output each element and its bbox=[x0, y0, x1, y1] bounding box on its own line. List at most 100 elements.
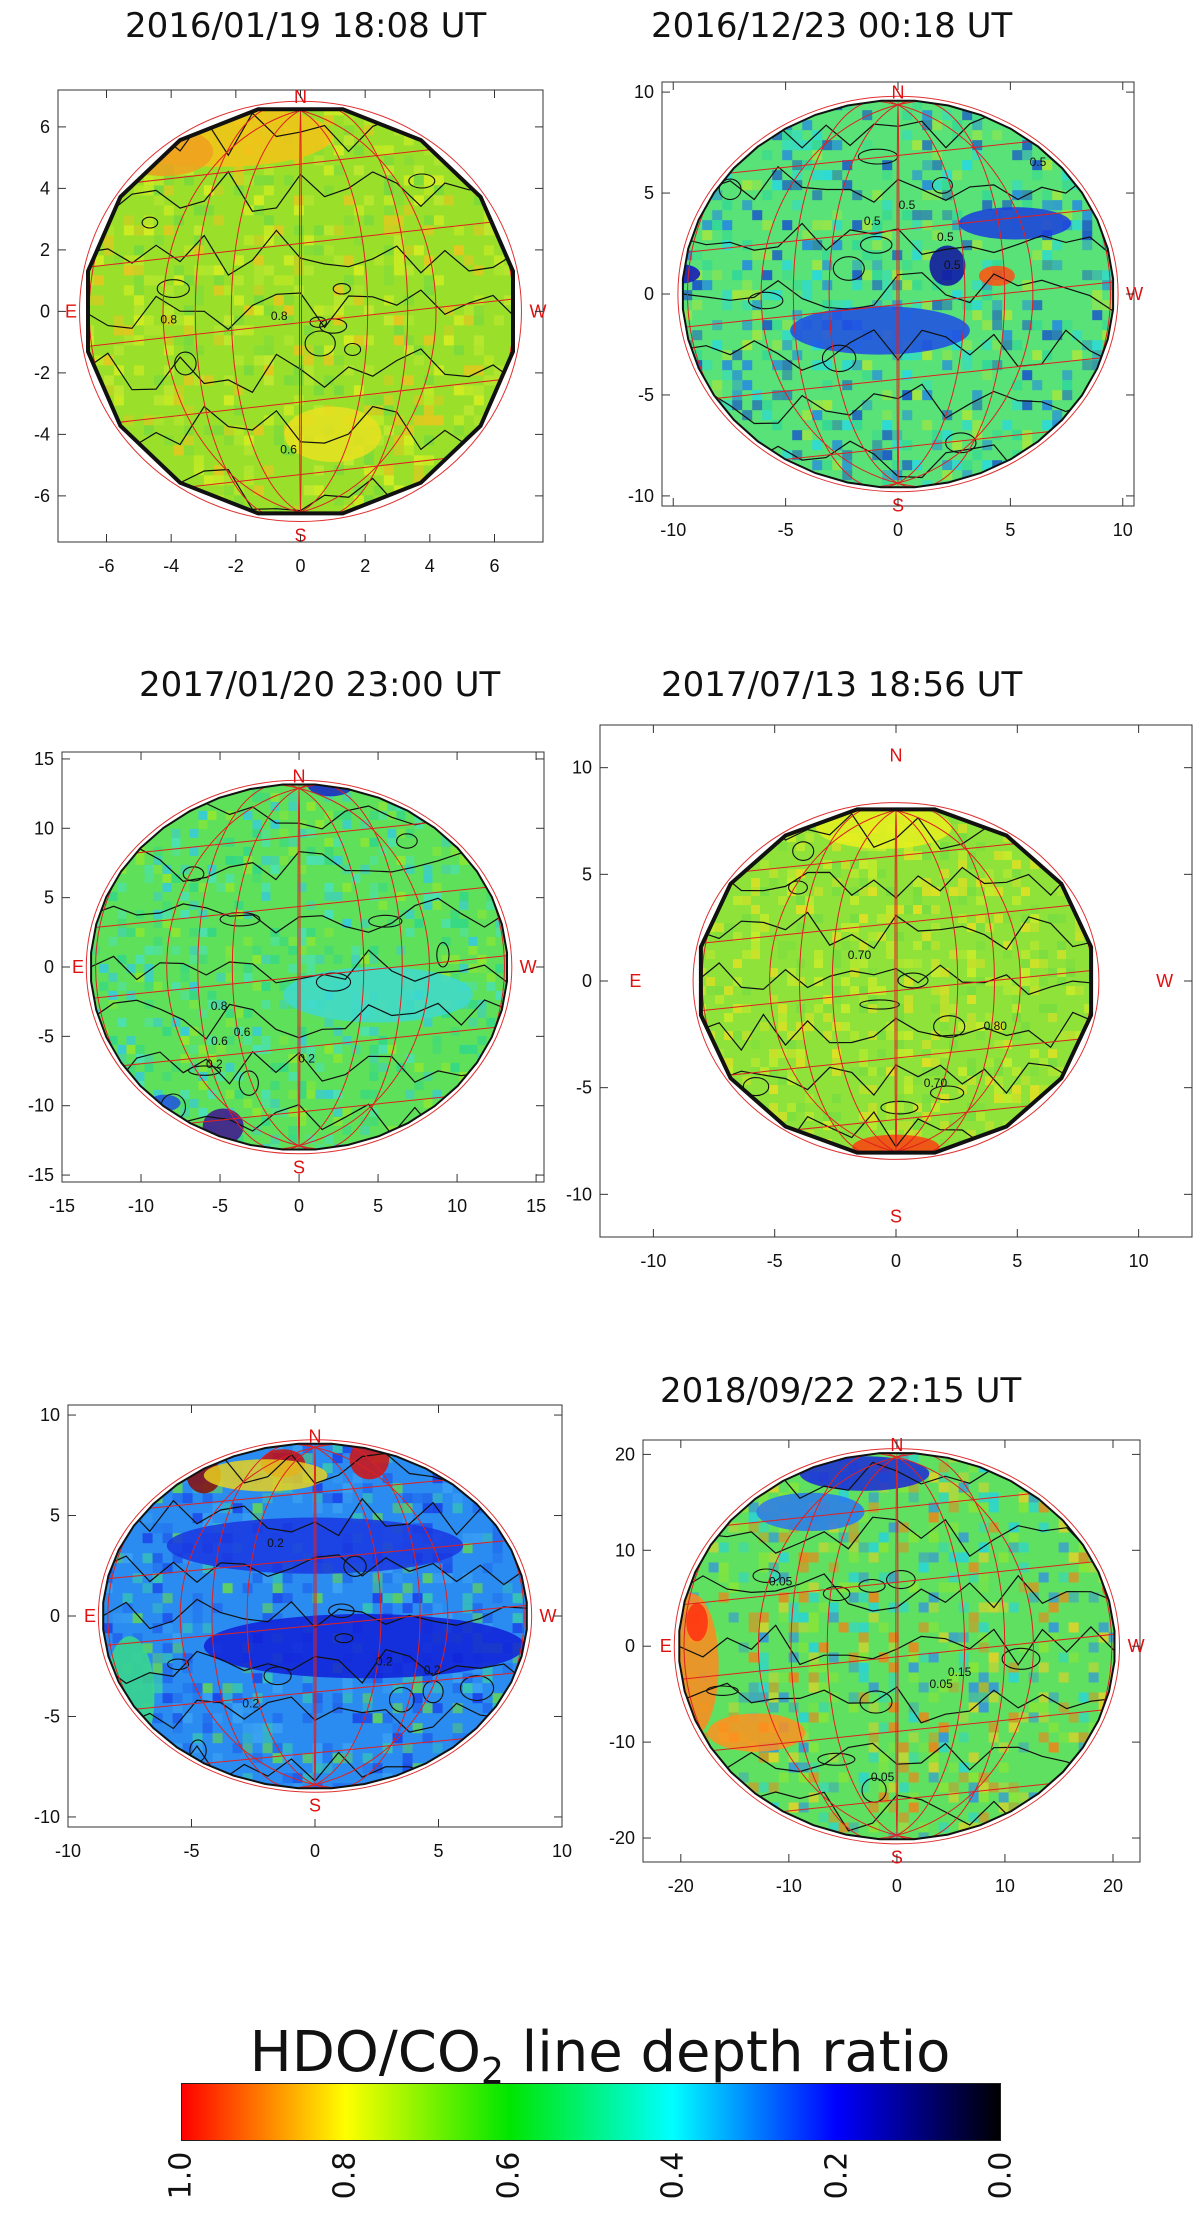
data-pixel bbox=[483, 245, 494, 256]
data-pixel bbox=[1084, 1004, 1092, 1014]
data-pixel bbox=[393, 415, 404, 426]
data-pixel bbox=[1032, 320, 1043, 331]
data-pixel bbox=[450, 1062, 460, 1072]
data-pixel bbox=[403, 245, 414, 256]
data-pixel bbox=[153, 375, 164, 386]
data-pixel bbox=[422, 1703, 433, 1714]
data-pixel bbox=[432, 900, 442, 910]
data-pixel bbox=[888, 1632, 899, 1643]
data-pixel bbox=[162, 1026, 172, 1036]
data-pixel bbox=[859, 986, 869, 996]
data-pixel bbox=[373, 415, 384, 426]
data-pixel bbox=[512, 1593, 523, 1604]
x-tick-label: -5 bbox=[183, 1841, 199, 1861]
data-pixel bbox=[882, 210, 893, 221]
data-pixel bbox=[353, 235, 364, 246]
data-pixel bbox=[117, 1044, 127, 1054]
contour-loop bbox=[182, 866, 205, 882]
contour-line bbox=[682, 222, 1114, 258]
contour-line bbox=[700, 866, 1092, 899]
data-pixel bbox=[1075, 932, 1085, 942]
data-pixel bbox=[333, 315, 344, 326]
data-pixel bbox=[958, 1732, 969, 1743]
data-pixel bbox=[708, 1562, 719, 1573]
data-pixel bbox=[216, 837, 226, 847]
data-pixel bbox=[978, 1772, 989, 1783]
data-pixel bbox=[1052, 240, 1063, 251]
data-pixel bbox=[1048, 1742, 1059, 1753]
data-pixel bbox=[972, 300, 983, 311]
data-pixel bbox=[133, 315, 144, 326]
contour-loop bbox=[368, 914, 403, 928]
data-pixel bbox=[958, 1822, 969, 1833]
data-pixel bbox=[1062, 370, 1073, 381]
latitude-line bbox=[88, 376, 513, 428]
data-pixel bbox=[1022, 430, 1033, 441]
data-pixel bbox=[225, 837, 235, 847]
data-pixel bbox=[459, 963, 469, 973]
data-pixel bbox=[967, 887, 977, 897]
data-pixel bbox=[798, 1772, 809, 1783]
data-pixel bbox=[441, 936, 451, 946]
y-tick-label: 20 bbox=[615, 1444, 635, 1464]
data-pixel bbox=[1008, 1522, 1019, 1533]
data-pixel bbox=[423, 385, 434, 396]
data-pixel bbox=[473, 195, 484, 206]
data-pixel bbox=[234, 1134, 244, 1144]
data-pixel bbox=[868, 986, 878, 996]
contour-line bbox=[679, 1682, 1115, 1724]
data-pixel bbox=[742, 914, 752, 924]
data-pixel bbox=[882, 280, 893, 291]
data-pixel bbox=[1022, 280, 1033, 291]
data-pixel bbox=[722, 300, 733, 311]
data-pixel bbox=[396, 909, 406, 919]
data-pixel bbox=[163, 175, 174, 186]
data-pixel bbox=[1012, 1067, 1022, 1077]
data-pixel bbox=[886, 941, 896, 951]
data-pixel bbox=[702, 280, 713, 291]
data-pixel bbox=[323, 345, 334, 356]
data-pixel bbox=[273, 435, 284, 446]
y-tick-label: -10 bbox=[609, 1732, 635, 1752]
data-pixel bbox=[173, 445, 184, 456]
panel-2-title: 2016/12/23 00:18 UT bbox=[651, 6, 1013, 46]
data-pixel bbox=[432, 1743, 443, 1754]
data-pixel bbox=[477, 1035, 487, 1045]
data-pixel bbox=[135, 846, 145, 856]
data-pixel bbox=[263, 355, 274, 366]
data-pixel bbox=[967, 959, 977, 969]
data-pixel bbox=[180, 891, 190, 901]
data-pixel bbox=[193, 375, 204, 386]
data-pixel bbox=[405, 1053, 415, 1063]
data-pixel bbox=[859, 914, 869, 924]
data-pixel bbox=[293, 395, 304, 406]
data-pixel bbox=[353, 295, 364, 306]
data-pixel bbox=[868, 932, 878, 942]
data-pixel bbox=[787, 1067, 797, 1077]
data-pixel bbox=[948, 1492, 959, 1503]
data-pixel bbox=[769, 932, 779, 942]
data-pixel bbox=[363, 195, 374, 206]
data-pixel bbox=[302, 1713, 313, 1724]
data-pixel bbox=[988, 1522, 999, 1533]
data-pixel bbox=[1012, 878, 1022, 888]
data-pixel bbox=[904, 905, 914, 915]
data-pixel bbox=[733, 977, 743, 987]
data-pixel bbox=[850, 860, 860, 870]
data-pixel bbox=[133, 275, 144, 286]
data-pixel bbox=[324, 810, 334, 820]
data-pixel bbox=[895, 1031, 905, 1041]
data-pixel bbox=[992, 260, 1003, 271]
data-pixel bbox=[712, 190, 723, 201]
data-pixel bbox=[441, 837, 451, 847]
data-pixel bbox=[369, 810, 379, 820]
data-pixel bbox=[958, 950, 968, 960]
compass-w: W bbox=[520, 957, 537, 977]
data-pixel bbox=[369, 891, 379, 901]
data-pixel bbox=[895, 1103, 905, 1113]
data-pixel bbox=[958, 1602, 969, 1613]
data-pixel bbox=[715, 923, 725, 933]
contour-label: 0.8 bbox=[211, 999, 228, 1013]
data-pixel bbox=[362, 1493, 373, 1504]
data-pixel bbox=[992, 360, 1003, 371]
